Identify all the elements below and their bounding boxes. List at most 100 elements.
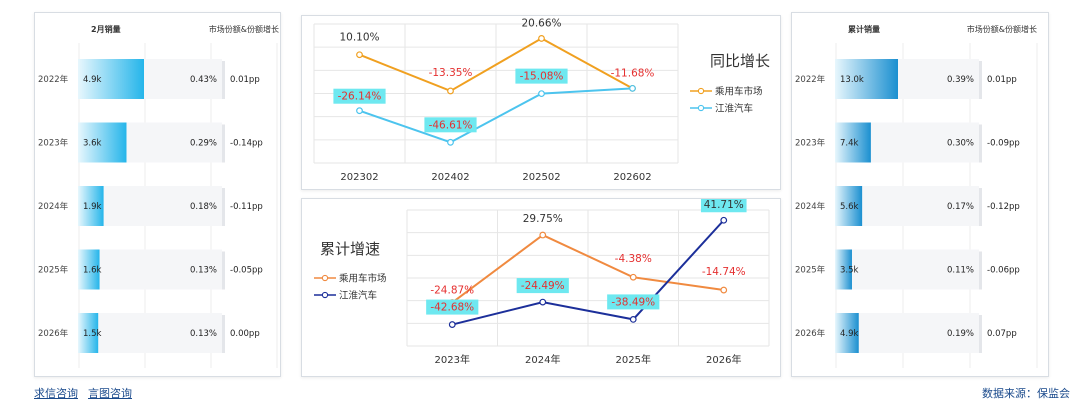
yoy-data-point xyxy=(447,87,454,95)
yoy-series-line xyxy=(359,37,633,93)
cum-data-point xyxy=(629,316,637,323)
yoy-legend-marker xyxy=(697,104,705,112)
yoy-data-label: -13.35% xyxy=(429,67,473,79)
monthly-sales-value: 4.9k xyxy=(83,75,102,85)
cumulative-row-shadow xyxy=(979,124,982,163)
cum-data-point xyxy=(720,286,728,294)
cumulative-year-label: 2023年 xyxy=(795,138,826,149)
yoy-label-bg xyxy=(424,117,477,133)
cumulative-share-value: 0.30% xyxy=(947,139,974,149)
cumulative-share-change: -0.06pp xyxy=(987,266,1020,276)
yoy-data-label: -46.61% xyxy=(429,119,473,131)
yoy-data-label: -26.14% xyxy=(338,91,382,103)
yoy-data-label: 10.10% xyxy=(339,32,379,44)
monthly-row-shadow xyxy=(222,61,225,99)
cum-legend-label: 江淮汽车 xyxy=(339,290,377,302)
cumulative-sales-table-graphic: 累计销量 市场份额&份额增长 2022年 13.0k 0.39% 0.01pp 2023年 7… xyxy=(795,24,1038,368)
yoy-legend-marker xyxy=(697,87,705,95)
yoy-data-label: 20.66% xyxy=(521,17,561,29)
monthly-share-change: 0.00pp xyxy=(230,329,260,339)
cumulative-year-label: 2024年 xyxy=(795,201,826,212)
yoy-growth-chart: 202302 202402 202502 202602 同比增长 10.10% -13.35… xyxy=(301,15,781,190)
monthly-row-shadow xyxy=(222,251,225,290)
cum-legend-marker xyxy=(321,291,329,299)
cumulative-growth-chart: 2023年 2024年 2025年 2026年 累计增速 -24.87% 29.75% -4.… xyxy=(301,198,781,377)
yoy-data-point xyxy=(356,51,363,59)
cumulative-share-value: 0.19% xyxy=(947,329,974,339)
monthly-row: 2022年 4.9k 0.43% 0.01pp xyxy=(38,59,260,99)
cumulative-row-shadow xyxy=(979,61,982,99)
monthly-header-sales: 2月销量 xyxy=(91,24,121,34)
cum-title: 累计增速 xyxy=(320,240,380,258)
cum-data-label: -38.49% xyxy=(611,296,655,308)
yoy-x-tick: 202502 xyxy=(522,172,560,183)
cum-label-bg xyxy=(700,199,747,213)
cumulative-header-sales: 累计销量 xyxy=(848,24,880,34)
cumulative-sales-bar xyxy=(835,186,863,226)
cumulative-sales-bar xyxy=(835,313,859,353)
monthly-share-value: 0.13% xyxy=(190,266,217,276)
monthly-row-shadow xyxy=(222,124,225,163)
monthly-row: 2024年 1.9k 0.18% -0.11pp xyxy=(38,186,263,226)
monthly-sales-bar xyxy=(78,122,127,163)
qiuxin-consulting-link[interactable]: 求信咨询 xyxy=(34,387,78,400)
monthly-row-shadow xyxy=(222,188,225,226)
yantu-consulting-link[interactable]: 言图咨询 xyxy=(88,387,132,400)
yoy-label-bg xyxy=(333,88,386,104)
cumulative-row-shadow xyxy=(979,251,982,290)
cum-data-label: -24.49% xyxy=(521,280,565,292)
cumulative-year-label: 2025年 xyxy=(795,265,826,276)
monthly-row: 2026年 1.5k 0.13% 0.00pp xyxy=(38,313,260,353)
monthly-share-value: 0.29% xyxy=(190,139,217,149)
cumulative-share-change: 0.07pp xyxy=(987,329,1017,339)
cum-label-bg xyxy=(516,278,569,294)
monthly-row-box xyxy=(78,313,222,353)
monthly-share-change: -0.14pp xyxy=(230,139,263,149)
cum-series-line xyxy=(452,219,725,326)
cumulative-row: 2023年 7.4k 0.30% -0.09pp xyxy=(795,122,1020,163)
cumulative-sales-table: 累计销量 市场份额&份额增长 2022年 13.0k 0.39% 0.01pp 2023年 7… xyxy=(791,12,1049,377)
cumulative-sales-bar xyxy=(835,59,898,99)
cumulative-share-change: -0.12pp xyxy=(987,202,1020,212)
monthly-share-change: -0.11pp xyxy=(230,202,263,212)
cum-data-label: -14.74% xyxy=(702,266,746,278)
yoy-data-point xyxy=(538,90,545,98)
monthly-row: 2023年 3.6k 0.29% -0.14pp xyxy=(38,122,263,163)
cumulative-year-label: 2022年 xyxy=(795,74,826,85)
monthly-sales-value: 1.5k xyxy=(83,329,102,339)
monthly-share-value: 0.13% xyxy=(190,329,217,339)
yoy-x-tick: 202602 xyxy=(613,172,651,183)
monthly-share-value: 0.18% xyxy=(190,202,217,212)
cumulative-share-value: 0.17% xyxy=(947,202,974,212)
cumulative-header-share: 市场份额&份额增长 xyxy=(967,24,1037,34)
yoy-x-tick: 202402 xyxy=(431,172,469,183)
monthly-sales-table: 2月销量 市场份额&份额增长 2022年 4.9k 0.43% 0.01pp 2023年 3.… xyxy=(34,12,281,377)
yoy-title: 同比增长 xyxy=(710,52,770,70)
cumulative-row: 2025年 3.5k 0.11% -0.06pp xyxy=(795,249,1020,290)
cum-data-point xyxy=(629,273,637,281)
yoy-x-tick: 202302 xyxy=(340,172,378,183)
cumulative-row: 2022年 13.0k 0.39% 0.01pp xyxy=(795,59,1017,99)
cumulative-share-value: 0.39% xyxy=(947,75,974,85)
monthly-sales-bar xyxy=(78,186,104,226)
monthly-sales-bar xyxy=(78,249,100,290)
cumulative-share-change: -0.09pp xyxy=(987,139,1020,149)
cumulative-row-shadow xyxy=(979,188,982,226)
monthly-row: 2025年 1.6k 0.13% -0.05pp xyxy=(38,249,263,290)
yoy-label-bg xyxy=(515,68,568,84)
cumulative-sales-value: 5.6k xyxy=(840,202,859,212)
cum-data-point xyxy=(448,321,456,328)
cumulative-growth-chart-graphic: 2023年 2024年 2025年 2026年 累计增速 -24.87% 29.75% -4.… xyxy=(314,199,770,366)
yoy-data-point xyxy=(629,84,636,92)
cum-x-tick: 2025年 xyxy=(616,353,651,366)
cum-legend-marker xyxy=(321,274,329,282)
monthly-row-box xyxy=(78,249,222,290)
cumulative-row: 2026年 4.9k 0.19% 0.07pp xyxy=(795,313,1017,353)
monthly-sales-value: 1.9k xyxy=(83,202,102,212)
monthly-share-change: -0.05pp xyxy=(230,266,263,276)
monthly-year-label: 2022年 xyxy=(38,74,69,85)
yoy-legend-label: 乘用车市场 xyxy=(715,86,763,98)
cum-legend-label: 乘用车市场 xyxy=(339,273,387,285)
cumulative-row: 2024年 5.6k 0.17% -0.12pp xyxy=(795,186,1020,226)
cum-data-point xyxy=(539,298,547,306)
